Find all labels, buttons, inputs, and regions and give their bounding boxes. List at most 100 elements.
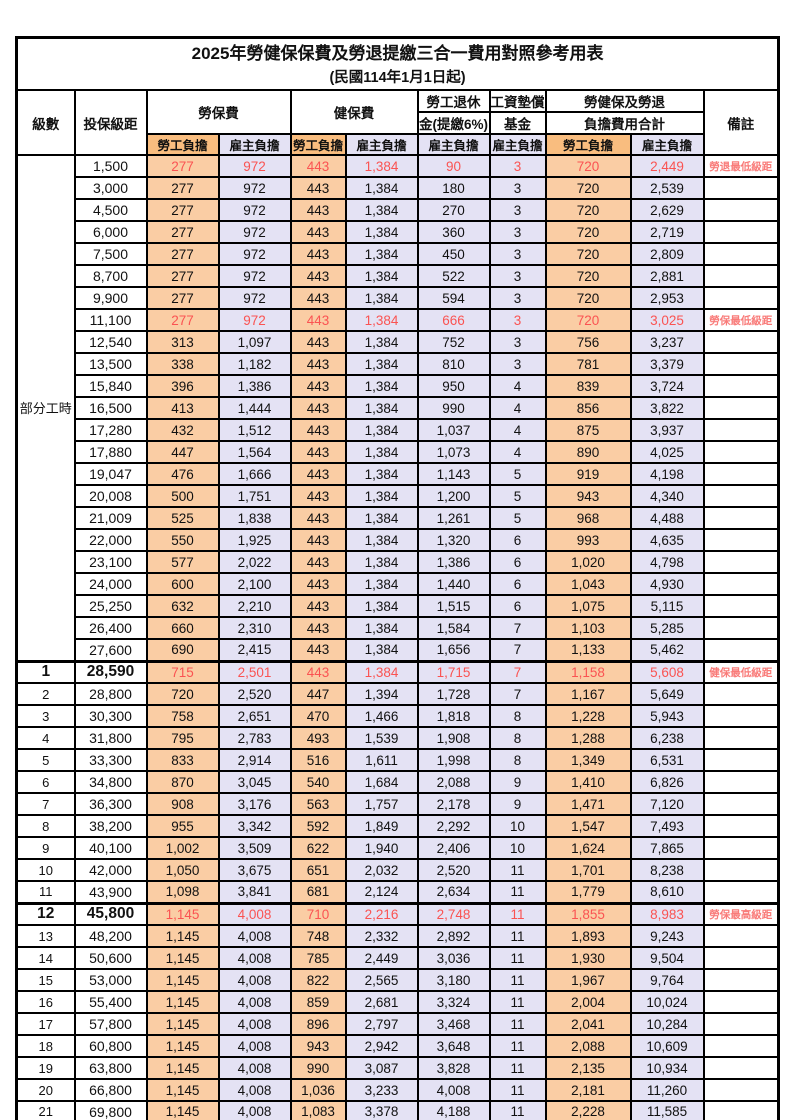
cell-wage-fund-employer: 3 [488,352,547,376]
table-row: 7 36,300 908 3,176 563 1,757 2,178 9 1,471 7,120 [15,792,780,816]
cell-remark [702,1034,780,1058]
cell-total-employee: 1,893 [544,924,632,948]
cell-health-employer: 1,539 [344,726,419,750]
cell-health-employee: 443 [289,308,347,332]
cell-remark [702,528,780,552]
cell-wage-fund-employer: 3 [488,242,547,266]
table-row: 18 60,800 1,145 4,008 943 2,942 3,648 11 2,088 10… [15,1034,780,1058]
cell-health-employer: 1,384 [344,264,419,288]
cell-health-employee: 443 [289,154,347,178]
table-row: 16,500 413 1,444 443 1,384 990 4 856 3,822 [17,396,780,420]
cell-health-employee: 443 [289,374,347,398]
cell-remark [702,440,780,464]
cell-remark: 勞保最低級距 [702,308,780,332]
table-row: 16 55,400 1,145 4,008 859 2,681 3,324 11 2,004 10… [15,990,780,1014]
cell-health-employee: 443 [289,659,347,684]
cell-total-employee: 856 [544,396,632,420]
cell-bracket: 57,800 [73,1012,148,1036]
table-row: 6,000 277 972 443 1,384 360 3 720 2,719 [17,220,780,244]
cell-total-employer: 8,238 [629,858,705,882]
cell-level: 9 [15,836,76,860]
cell-bracket: 19,047 [73,462,148,486]
cell-health-employee: 443 [289,462,347,486]
cell-labor-employee: 447 [145,440,220,464]
col-header-pension-line2: 金(提繳6%) [416,111,491,135]
cell-wage-fund-employer: 8 [488,704,547,728]
cell-pension-employer: 1,386 [416,550,491,574]
cell-labor-employee: 432 [145,418,220,442]
cell-pension-employer: 990 [416,396,491,420]
cell-remark [702,330,780,354]
cell-labor-employer: 4,008 [217,990,292,1014]
cell-level: 1 [15,659,76,684]
cell-labor-employer: 2,651 [217,704,292,728]
cell-pension-employer: 522 [416,264,491,288]
col-header-wage-fund-line2: 基金 [488,111,547,135]
cell-labor-employee: 1,002 [145,836,220,860]
cell-bracket: 33,300 [73,748,148,772]
cell-bracket: 43,900 [73,880,148,904]
cell-wage-fund-employer: 8 [488,748,547,772]
cell-health-employee: 443 [289,528,347,552]
col-header-health-insurance: 健保費 [289,89,419,135]
cell-wage-fund-employer: 10 [488,836,547,860]
cell-labor-employer: 2,783 [217,726,292,750]
cell-labor-employer: 4,008 [217,946,292,970]
cell-health-employee: 990 [289,1056,347,1080]
cell-total-employer: 11,585 [629,1100,705,1120]
cell-bracket: 26,400 [73,616,148,640]
cell-total-employee: 1,020 [544,550,632,574]
cell-total-employer: 6,531 [629,748,705,772]
cell-labor-employee: 908 [145,792,220,816]
cell-health-employee: 443 [289,550,347,574]
header-row-3: 勞工負擔 雇主負擔 勞工負擔 雇主負擔 雇主負擔 雇主負擔 勞工負擔 雇主負擔 [17,133,779,156]
cell-health-employee: 710 [289,901,347,926]
table-row: 13 48,200 1,145 4,008 748 2,332 2,892 11 1,893 9,… [15,924,780,948]
cell-total-employee: 890 [544,440,632,464]
cell-bracket: 17,880 [73,440,148,464]
cell-wage-fund-employer: 11 [488,1078,547,1102]
table-row: 17,880 447 1,564 443 1,384 1,073 4 890 4,025 [17,440,780,464]
cell-health-employer: 1,384 [344,220,419,244]
table-row: 10 42,000 1,050 3,675 651 2,032 2,520 11 1,701 8,… [15,858,780,882]
cell-labor-employer: 2,914 [217,748,292,772]
cell-wage-fund-employer: 3 [488,176,547,200]
cell-labor-employer: 3,675 [217,858,292,882]
cell-health-employee: 443 [289,176,347,200]
subheader-pension-employer: 雇主負擔 [416,133,491,156]
cell-level: 13 [15,924,76,948]
cell-bracket: 9,900 [73,286,148,310]
cell-remark [702,352,780,376]
cell-wage-fund-employer: 7 [488,682,547,706]
cell-level: 5 [15,748,76,772]
cell-bracket: 38,200 [73,814,148,838]
cell-remark [702,616,780,640]
cell-total-employer: 2,953 [629,286,705,310]
cell-health-employer: 2,797 [344,1012,419,1036]
table-row: 21,009 525 1,838 443 1,384 1,261 5 968 4,488 [17,506,780,530]
table-row: 19,047 476 1,666 443 1,384 1,143 5 919 4,198 [17,462,780,486]
cell-total-employee: 720 [544,286,632,310]
cell-labor-employee: 758 [145,704,220,728]
cell-total-employer: 4,198 [629,462,705,486]
cell-total-employee: 720 [544,264,632,288]
cell-bracket: 24,000 [73,572,148,596]
title-row: 2025年勞健保保費及勞退提繳三合一費用對照參考用表 (民國114年1月1日起) [15,36,780,91]
cell-total-employee: 781 [544,352,632,376]
cell-health-employee: 443 [289,638,347,662]
cell-health-employee: 592 [289,814,347,838]
cell-pension-employer: 2,520 [416,858,491,882]
cell-remark [702,550,780,574]
cell-health-employer: 1,384 [344,506,419,530]
cell-labor-employer: 3,841 [217,880,292,904]
table-row: 9,900 277 972 443 1,384 594 3 720 2,953 [17,286,780,310]
cell-remark [702,836,780,860]
cell-total-employer: 3,237 [629,330,705,354]
cell-bracket: 11,100 [73,308,148,332]
cell-bracket: 7,500 [73,242,148,266]
page-subtitle: (民國114年1月1日起) [329,70,466,86]
cell-wage-fund-employer: 11 [488,990,547,1014]
table-row: 23,100 577 2,022 443 1,384 1,386 6 1,020 4,798 [17,550,780,574]
cell-total-employee: 943 [544,484,632,508]
cell-wage-fund-employer: 3 [488,330,547,354]
